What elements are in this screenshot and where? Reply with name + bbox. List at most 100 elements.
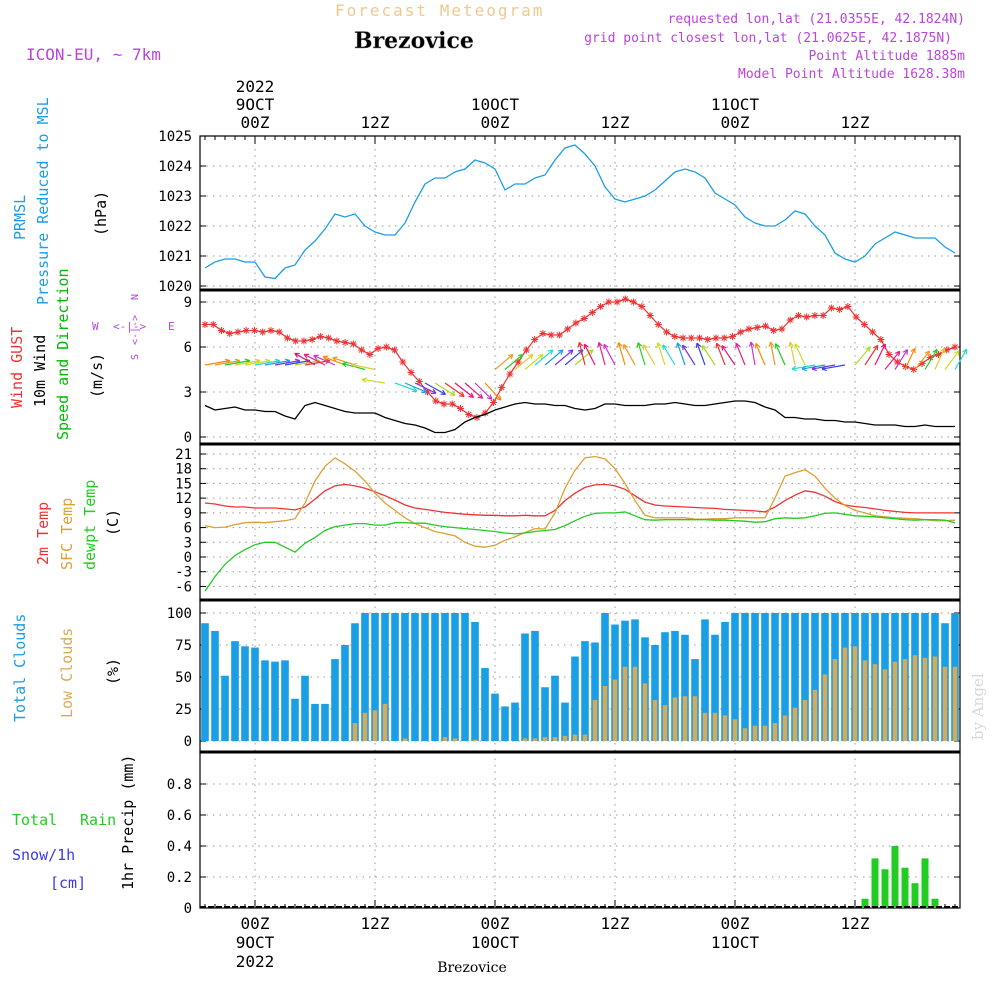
y-tick-label: 0.8 [167, 777, 192, 793]
y-tick-label: 100 [167, 606, 192, 622]
wind-arrow-head [676, 342, 682, 348]
wind-arrow [801, 364, 826, 370]
y-tick-label: 15 [175, 476, 192, 492]
low-cloud-bar [772, 723, 778, 741]
rain-bar [921, 858, 929, 908]
wind-arrow-head [294, 352, 300, 358]
gust-marker [325, 334, 333, 342]
wind-labels: Wind GUST 10m Wind Speed and Direction (… [8, 268, 175, 440]
gust-marker [259, 328, 267, 336]
gust-marker [539, 330, 547, 337]
wind-arrow [811, 364, 836, 370]
top-date-label: 11OCT [711, 95, 760, 114]
low-cloud-bar [742, 728, 748, 741]
product-title: Forecast Meteogram [335, 1, 544, 20]
compass-n: N [130, 294, 141, 300]
requested-coords: requested lon,lat (21.0355E, 42.1824N) [668, 12, 965, 27]
gust-marker [893, 358, 901, 366]
label-2m-temp: 2m Temp [34, 502, 52, 565]
panel-4: 0 0.2 0.4 0.6 0.8 [167, 751, 961, 917]
wind-arrow-head [507, 353, 514, 360]
low-cloud-bar [672, 697, 678, 741]
gust-marker [267, 327, 275, 334]
wind-arrow [454, 382, 474, 398]
gust-marker [819, 312, 827, 319]
bottom-time-label: 00Z [481, 914, 510, 933]
gust-marker [349, 340, 357, 348]
low-cloud-bar [812, 689, 818, 741]
low-cloud-bar [922, 657, 928, 741]
wind-arrow-head [313, 354, 319, 360]
panel-frame [199, 443, 961, 601]
gust-marker [935, 351, 943, 358]
compass-vertical: <-|-> [130, 315, 141, 345]
gust-marker [283, 334, 291, 342]
bottom-date-label: 9OCT [236, 933, 275, 952]
total-cloud-bar [221, 675, 229, 741]
wind-arrow [524, 353, 544, 370]
low-cloud-bar [952, 666, 958, 741]
wind-arrow-head [303, 353, 310, 359]
wind-arrow-head [932, 348, 938, 355]
wind-arrow [204, 360, 230, 366]
wind-arrow [716, 342, 726, 366]
y-tick-label: -6 [175, 579, 192, 595]
label-total-clouds: Total Clouds [11, 614, 29, 722]
low-cloud-bar [722, 715, 728, 741]
wind-arrow-head [701, 344, 707, 351]
temp-labels: 2m Temp SFC Temp dewpt Temp (C) [34, 480, 122, 570]
low-cloud-bar [472, 739, 478, 741]
gust-marker [424, 388, 432, 396]
gust-marker [374, 345, 382, 352]
total-cloud-bar [551, 675, 559, 741]
low-cloud-bar [762, 725, 768, 741]
gust-marker [745, 325, 753, 333]
wind-arrow-head [682, 344, 688, 351]
y-tick-label: 3 [184, 385, 192, 401]
plot-layer: 1020102110221023102410250369-6-303691215… [158, 77, 968, 971]
watermark: by Angel [969, 673, 987, 740]
rain-bar [931, 898, 939, 908]
gust-marker [811, 312, 819, 319]
label-c: (C) [104, 509, 122, 536]
gust-marker [366, 351, 374, 358]
wind-arrow [444, 382, 465, 397]
gust-marker [399, 358, 407, 366]
total-cloud-bar [331, 659, 339, 741]
label-ms: (m/s) [88, 353, 106, 398]
gust-marker [358, 346, 366, 354]
wind-arrow [332, 357, 356, 366]
y-tick-label: 1021 [158, 249, 192, 265]
low-cloud-bar [442, 737, 448, 741]
wind-arrow [789, 341, 796, 366]
wind-arrow-head [902, 349, 908, 355]
low-cloud-bar [352, 723, 358, 741]
total-cloud-bar [241, 646, 249, 741]
wind-arrow-head [341, 361, 348, 368]
gust-marker [737, 328, 745, 336]
gust-marker [827, 304, 835, 312]
low-cloud-bar [372, 710, 378, 741]
gust-marker [671, 333, 679, 340]
pressure-labels: PRMSL Pressure Reduced to MSL (hPa) [11, 97, 110, 305]
gust-marker [572, 319, 580, 327]
wind-arrow [434, 382, 456, 396]
label-total: Total [12, 811, 57, 829]
bottom-time-label: 00Z [241, 914, 270, 933]
gust-marker [506, 370, 514, 378]
gust-marker [597, 303, 605, 310]
total-cloud-bar [261, 660, 269, 741]
gust-marker [753, 324, 761, 331]
gust-marker [621, 295, 629, 303]
low-cloud-bar [632, 666, 638, 741]
panel-frame [199, 751, 961, 909]
low-cloud-bar [782, 715, 788, 741]
wind-arrow [303, 353, 326, 366]
y-tick-label: 0 [184, 430, 192, 446]
wind-arrow [854, 346, 871, 366]
total-cloud-bar [811, 613, 819, 741]
wind-arrow-head [557, 349, 564, 355]
total-cloud-bar [701, 619, 709, 741]
wind-arrow-head [577, 341, 584, 348]
bottom-time-label: 12Z [361, 914, 390, 933]
